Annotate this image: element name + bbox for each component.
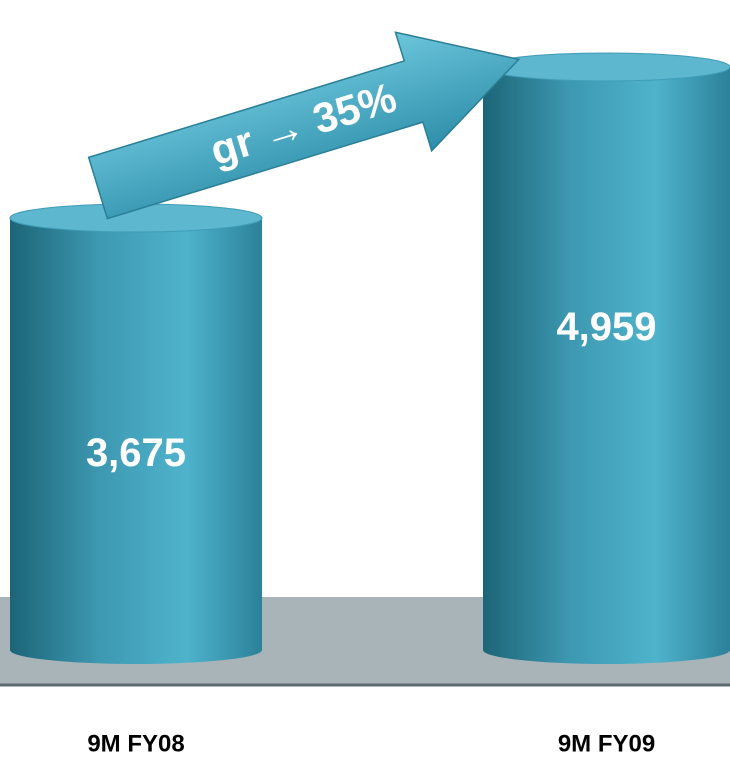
arrow-shape [87,31,521,220]
bar-top [482,52,730,82]
value-label: 4,959 [556,305,656,349]
x-tick-label: 9M FY09 [558,730,655,757]
value-label: 3,675 [86,431,186,475]
x-tick-label: 9M FY08 [87,730,184,757]
bar [483,67,730,664]
bar [10,217,262,664]
bars: 3,675 4,959 [9,52,730,664]
